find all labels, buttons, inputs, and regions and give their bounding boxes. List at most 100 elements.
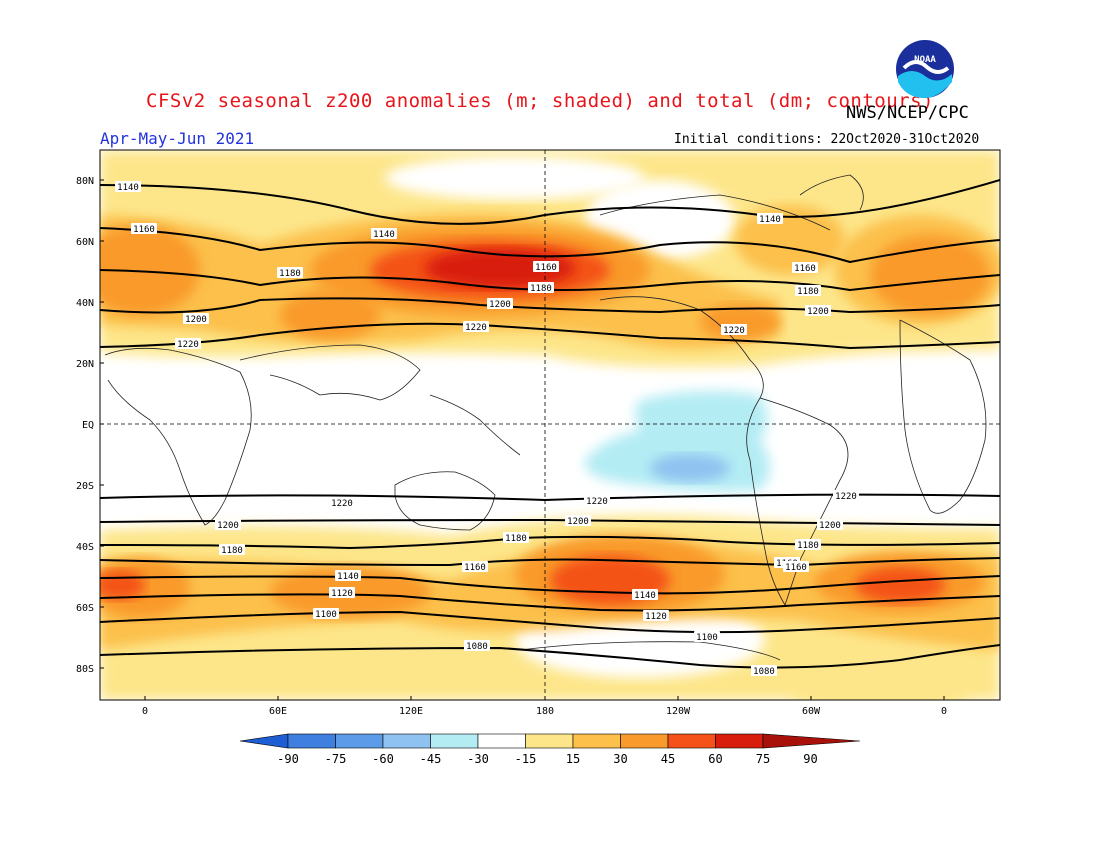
lat-label: 80N [76, 176, 94, 187]
contour-label: 1140 [634, 591, 656, 601]
contour-label-bg [183, 313, 209, 324]
lon-label: 180 [536, 706, 554, 717]
contour-label-bg [805, 305, 831, 316]
lat-label: 40N [76, 298, 94, 309]
contour-label-bg [795, 285, 821, 296]
contour-label-bg [215, 519, 241, 530]
contour-label: 1160 [464, 563, 486, 573]
colorbar-arrow-right [762, 733, 861, 749]
colorbar-tick-label: -90 [277, 752, 299, 766]
lon-label: 0 [941, 706, 947, 717]
contour-labels: 1140116011801200122011401160118012001220… [115, 181, 859, 677]
lat-ticks [100, 179, 104, 669]
contour-label-bg [487, 298, 513, 309]
contour-label-bg [643, 610, 669, 621]
contour-label: 1100 [315, 610, 337, 620]
contour-label-bg [833, 490, 859, 501]
lon-label: 120E [399, 706, 423, 717]
contour-label: 1180 [797, 287, 819, 297]
contour-label: 1220 [723, 326, 745, 336]
colorbar-arrow-left [239, 733, 289, 749]
initial-conditions-label: Initial conditions: 22Oct2020-31Oct2020 [674, 132, 980, 147]
contour-label: 1180 [797, 541, 819, 551]
logo-text: NOAA [914, 55, 936, 65]
contour-label-bg [463, 321, 489, 332]
colorbar-tick-label: 60 [708, 752, 722, 766]
contour-label: 1140 [117, 183, 139, 193]
contour-label-bg [528, 282, 554, 293]
colorbar-swatch [667, 733, 716, 749]
contour-label-bg [565, 515, 591, 526]
contour-label: 1160 [785, 563, 807, 573]
lat-label: EQ [82, 420, 94, 431]
colorbar-tick-label: -30 [467, 752, 489, 766]
contour-label: 1200 [567, 517, 589, 527]
contour-label-bg [329, 587, 355, 598]
colorbar-swatch [430, 733, 479, 749]
agency-label: NWS/NCEP/CPC [846, 103, 969, 123]
lat-label: 40S [76, 542, 94, 553]
contour-label: 1160 [535, 263, 557, 273]
contour-label: 1200 [819, 521, 841, 531]
noaa-logo: NOAA [894, 38, 956, 104]
contour-label: 1200 [185, 315, 207, 325]
contour-label: 1140 [337, 572, 359, 582]
contour-label-bg [464, 640, 490, 651]
contour-label: 1180 [221, 546, 243, 556]
contour-label-bg [795, 539, 821, 550]
contour-label-bg [721, 324, 747, 335]
colorbar-swatch [335, 733, 384, 749]
contour-label-bg [757, 213, 783, 224]
contour-label-bg [792, 262, 818, 273]
lat-labels: 80N 60N 40N 20N EQ 20S 40S 60S 80S [76, 176, 94, 675]
contour-label-bg [277, 267, 303, 278]
contour-label: 1180 [530, 284, 552, 294]
contour-label: 1080 [466, 642, 488, 652]
contour-label-bg [131, 223, 157, 234]
lat-label: 80S [76, 664, 94, 675]
contour-label-bg [817, 519, 843, 530]
contour-label: 1160 [133, 225, 155, 235]
noaa-logo-icon: NOAA [896, 40, 954, 98]
colorbar-swatch [287, 733, 336, 749]
contour-label: 1120 [645, 612, 667, 622]
contour-label-bg [219, 544, 245, 555]
contour-label: 1120 [331, 589, 353, 599]
lon-label: 120W [666, 706, 691, 717]
colorbar-swatch [477, 733, 526, 749]
colorbar-swatch [525, 733, 574, 749]
contour-label-bg [335, 570, 361, 581]
contour-label: 1220 [177, 340, 199, 350]
contour-label: 1180 [279, 269, 301, 279]
contour-label-bg [503, 532, 529, 543]
lon-label: 0 [142, 706, 148, 717]
contour-label-bg [584, 495, 610, 506]
lon-label: 60W [802, 706, 821, 717]
contour-label: 1220 [586, 497, 608, 507]
contour-label-bg [751, 665, 777, 676]
lat-label: 20S [76, 481, 94, 492]
colorbar-tick-label: 30 [613, 752, 627, 766]
contour-label: 1180 [505, 534, 527, 544]
colorbar-tick-label: -60 [372, 752, 394, 766]
colorbar-tick-label: -75 [325, 752, 347, 766]
contour-label: 1100 [696, 633, 718, 643]
colorbar-swatch [620, 733, 669, 749]
contour-label: 1140 [759, 215, 781, 225]
contour-label: 1200 [489, 300, 511, 310]
contour-label: 1220 [465, 323, 487, 333]
contour-label-bg [783, 561, 809, 572]
colorbar: -90 -75 -60 -45 -30 -15 15 30 45 60 75 90 [239, 733, 861, 766]
contour-label: 1200 [217, 521, 239, 531]
lat-label: 60N [76, 237, 94, 248]
contour-label-bg [329, 497, 355, 508]
season-label: Apr-May-Jun 2021 [100, 129, 255, 148]
colorbar-tick-label: 75 [756, 752, 770, 766]
anomaly-shading [100, 150, 1000, 700]
contour-label: 1220 [835, 492, 857, 502]
contour-label-bg [313, 608, 339, 619]
contour-label-bg [462, 561, 488, 572]
contour-label: 1200 [807, 307, 829, 317]
contour-label-bg [175, 338, 201, 349]
